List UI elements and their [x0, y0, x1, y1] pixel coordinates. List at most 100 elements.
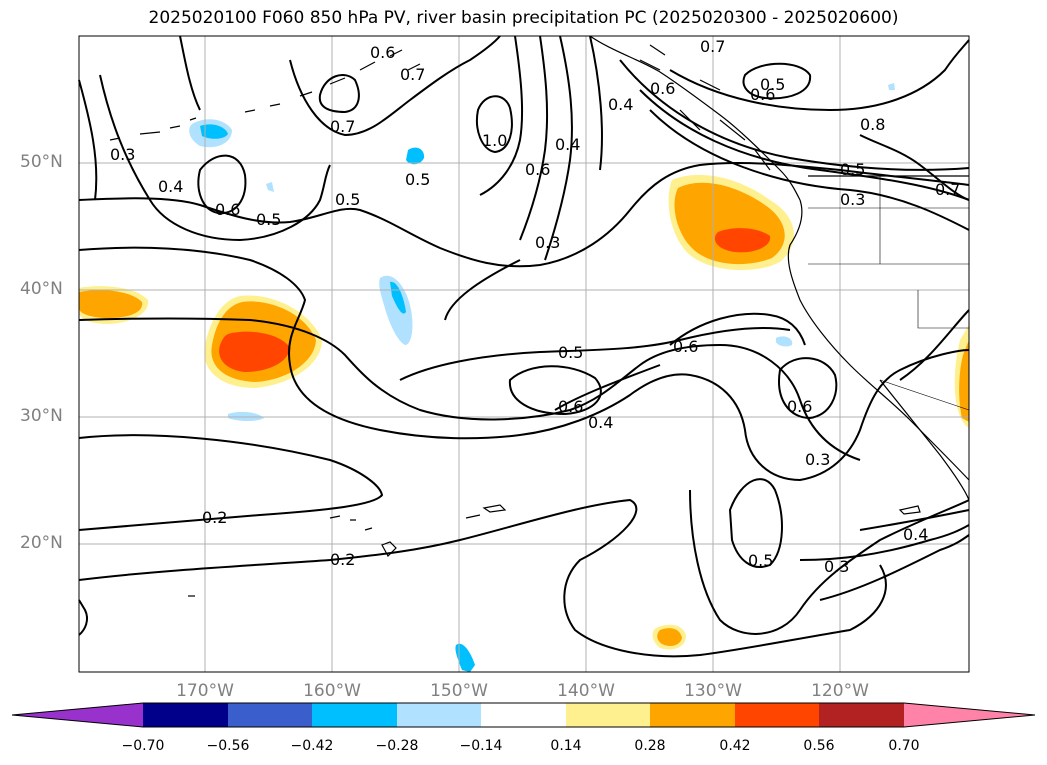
- neg-blob-small-5: [266, 182, 274, 192]
- contour-label: 0.5: [405, 170, 430, 189]
- contour-0.2-upper: [78, 434, 384, 531]
- contour-0.4-se: [859, 509, 970, 531]
- contour-label: 0.7: [935, 180, 960, 199]
- contour-0.7-loop-b: [318, 74, 360, 114]
- contour-0.4-right: [899, 309, 970, 381]
- graticule: [79, 36, 969, 672]
- neg-blob-small-3: [228, 411, 264, 421]
- contour-jet-1: [479, 35, 524, 196]
- precip-blob-mexico-inner: [959, 340, 969, 422]
- colorbar-tick: −0.56: [206, 738, 250, 754]
- contour-label: 0.4: [903, 525, 928, 544]
- contour-label: 0.4: [158, 177, 183, 196]
- lat-label-40n: 40°N: [20, 279, 63, 299]
- contour-north-east: [859, 134, 970, 201]
- contour-label: 0.6: [673, 337, 698, 356]
- colorbar-segment: [228, 703, 312, 727]
- neg-blob-mid: [379, 275, 413, 345]
- contour-label: 0.5: [256, 210, 281, 229]
- lat-label-30n: 30°N: [20, 406, 63, 426]
- contour-label: 0.3: [535, 233, 560, 252]
- contour-0.6-loop-a: [508, 365, 602, 416]
- contour-0.3-main: [78, 317, 861, 461]
- contour-label: 0.5: [335, 190, 360, 209]
- colorbar-segment: [312, 703, 397, 727]
- neg-blob-small-4: [776, 336, 793, 347]
- contour-0.5-loop-south: [728, 478, 783, 568]
- lon-label-160w: 160°W: [303, 681, 361, 701]
- contour-nw-edge: [78, 79, 98, 201]
- contour-0.3-south: [689, 489, 970, 635]
- contour-label: 0.6: [650, 79, 675, 98]
- contour-label: 0.2: [330, 550, 355, 569]
- colorbar-segment: [650, 703, 735, 727]
- colorbar-tick: −0.42: [290, 738, 334, 754]
- contour-label: 0.7: [400, 65, 425, 84]
- contour-0.3-jet: [444, 259, 521, 321]
- colorbar-segment: [566, 703, 650, 727]
- contour-0.2-lower: [78, 498, 887, 658]
- contour-1.0-loop: [476, 95, 513, 154]
- contour-arc-2: [639, 89, 970, 201]
- small-island-1: [898, 505, 921, 515]
- colorbar-tick: 0.14: [550, 738, 582, 754]
- contour-label: 0.8: [860, 115, 885, 134]
- contour-label: 0.5: [558, 343, 583, 362]
- contour-label: 0.4: [608, 95, 633, 114]
- precip-negative-shading: [189, 83, 895, 672]
- colorbar-extend-high: [904, 703, 1035, 727]
- neg-blob-small-1: [406, 147, 425, 165]
- contour-jet-3: [544, 35, 573, 261]
- contour-0.6-mid: [554, 312, 806, 411]
- contour-label: 0.3: [840, 190, 865, 209]
- contour-label: 0.4: [588, 413, 613, 432]
- contour-label: 0.3: [824, 557, 849, 576]
- precip-blob-south-inner: [657, 628, 682, 646]
- contour-label: 0.7: [700, 37, 725, 56]
- pv-contours: [78, 35, 970, 658]
- contour-0.3-se: [799, 524, 970, 561]
- contour-0.4-far-se: [819, 534, 970, 601]
- contour-label: 0.5: [748, 551, 773, 570]
- colorbar-tick: −0.14: [459, 738, 503, 754]
- contour-label: 1.0: [482, 131, 507, 150]
- colorbar-segment: [397, 703, 481, 727]
- neg-blob-small-6: [888, 83, 895, 90]
- lon-label-170w: 170°W: [176, 681, 234, 701]
- baja: [879, 379, 970, 501]
- colorbar-tick: 0.28: [634, 738, 666, 754]
- lon-label-130w: 130°W: [684, 681, 742, 701]
- contour-label: 0.3: [805, 450, 830, 469]
- colorbar-segment: [143, 703, 228, 727]
- contour-0.7-north: [289, 35, 501, 137]
- contour-north-top: [179, 35, 201, 111]
- contour-label: 0.2: [202, 508, 227, 527]
- contour-0.6-loop-c: [197, 154, 247, 215]
- contour-label: 0.7: [330, 117, 355, 136]
- mexico-border: [879, 379, 970, 411]
- lat-label-50n: 50°N: [20, 152, 63, 172]
- colorbar-segment: [481, 703, 566, 727]
- alaska-coast: [589, 35, 801, 201]
- neg-blob-aleutian-core: [200, 124, 228, 139]
- chart-title: 2025020100 F060 850 hPa PV, river basin …: [148, 8, 899, 28]
- contour-jet-2: [519, 35, 549, 241]
- hawaii: [329, 504, 507, 557]
- lon-label-120w: 120°W: [811, 681, 869, 701]
- contour-0.5-b: [399, 327, 791, 381]
- contour-arc-1: [619, 59, 970, 171]
- colorbar-segment: [819, 703, 904, 727]
- contour-label: 0.6: [525, 160, 550, 179]
- colorbar: [11, 702, 1036, 728]
- colorbar-outline: [11, 702, 1036, 728]
- contour-west-edge: [78, 599, 89, 636]
- colorbar-extend-low: [12, 703, 143, 727]
- colorbar-segment: [735, 703, 819, 727]
- neg-blob-small-2: [455, 643, 475, 672]
- contour-0.4-north: [99, 74, 331, 242]
- colorbar-tick: −0.28: [375, 738, 419, 754]
- contour-0.6-loop-b: [778, 357, 838, 420]
- contour-arc-3: [649, 109, 970, 231]
- colorbar-tick: 0.70: [888, 738, 920, 754]
- contour-label: 0.6: [558, 397, 583, 416]
